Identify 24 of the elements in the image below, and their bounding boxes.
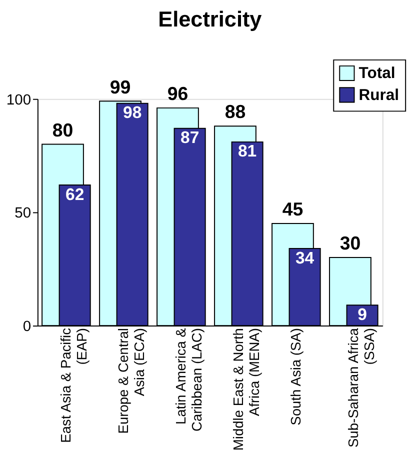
data-label: 88 [224,101,246,122]
data-label: 34 [295,248,315,268]
x-tick-label: East Asia & Pacific (EAP) [58,328,90,443]
legend-label: Total [358,65,396,82]
y-tick-label: 100 [6,92,32,108]
x-tick-label: South Asia (SA) [288,328,304,426]
x-tick-label: Latin America & Caribbean (LAC) [174,328,204,432]
chart-title: Electricity [158,6,262,32]
x-tick-label: Europe & Central Asia (ECA) [116,328,147,434]
data-label: 99 [110,76,131,98]
x-tick-label: Sub-Saharan Africa (SSA) [346,328,377,448]
y-tick-label: 50 [14,206,32,222]
data-label: 9 [358,304,367,324]
data-label: 87 [180,128,200,148]
y-tick-label: 0 [22,318,32,335]
data-label: 96 [167,83,188,104]
data-label: 45 [282,198,304,220]
data-label: 80 [52,119,74,140]
legend-label: Rural [358,86,400,104]
data-label: 98 [123,103,142,122]
data-label: 30 [340,232,361,254]
data-label: 62 [66,184,84,204]
x-tick-label: Middle East & North Africa (MENA) [231,328,262,451]
data-label: 81 [238,142,257,161]
